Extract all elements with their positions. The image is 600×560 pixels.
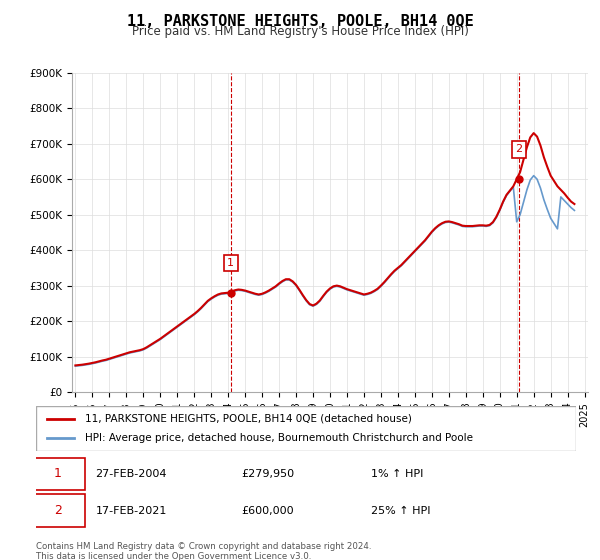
Text: Contains HM Land Registry data © Crown copyright and database right 2024.
This d: Contains HM Land Registry data © Crown c… <box>36 542 371 560</box>
FancyBboxPatch shape <box>31 458 85 491</box>
Text: 2: 2 <box>515 144 523 155</box>
Text: £279,950: £279,950 <box>241 469 295 479</box>
Text: 11, PARKSTONE HEIGHTS, POOLE, BH14 0QE: 11, PARKSTONE HEIGHTS, POOLE, BH14 0QE <box>127 14 473 29</box>
Text: 25% ↑ HPI: 25% ↑ HPI <box>371 506 430 516</box>
FancyBboxPatch shape <box>36 406 576 451</box>
Text: 17-FEB-2021: 17-FEB-2021 <box>95 506 167 516</box>
Text: £600,000: £600,000 <box>241 506 294 516</box>
FancyBboxPatch shape <box>31 494 85 528</box>
Text: 2: 2 <box>53 505 62 517</box>
Text: 1% ↑ HPI: 1% ↑ HPI <box>371 469 423 479</box>
Text: 27-FEB-2004: 27-FEB-2004 <box>95 469 167 479</box>
Text: 1: 1 <box>227 258 234 268</box>
Text: Price paid vs. HM Land Registry's House Price Index (HPI): Price paid vs. HM Land Registry's House … <box>131 25 469 38</box>
Text: 1: 1 <box>53 468 62 480</box>
Text: 11, PARKSTONE HEIGHTS, POOLE, BH14 0QE (detached house): 11, PARKSTONE HEIGHTS, POOLE, BH14 0QE (… <box>85 413 412 423</box>
Text: HPI: Average price, detached house, Bournemouth Christchurch and Poole: HPI: Average price, detached house, Bour… <box>85 433 473 444</box>
